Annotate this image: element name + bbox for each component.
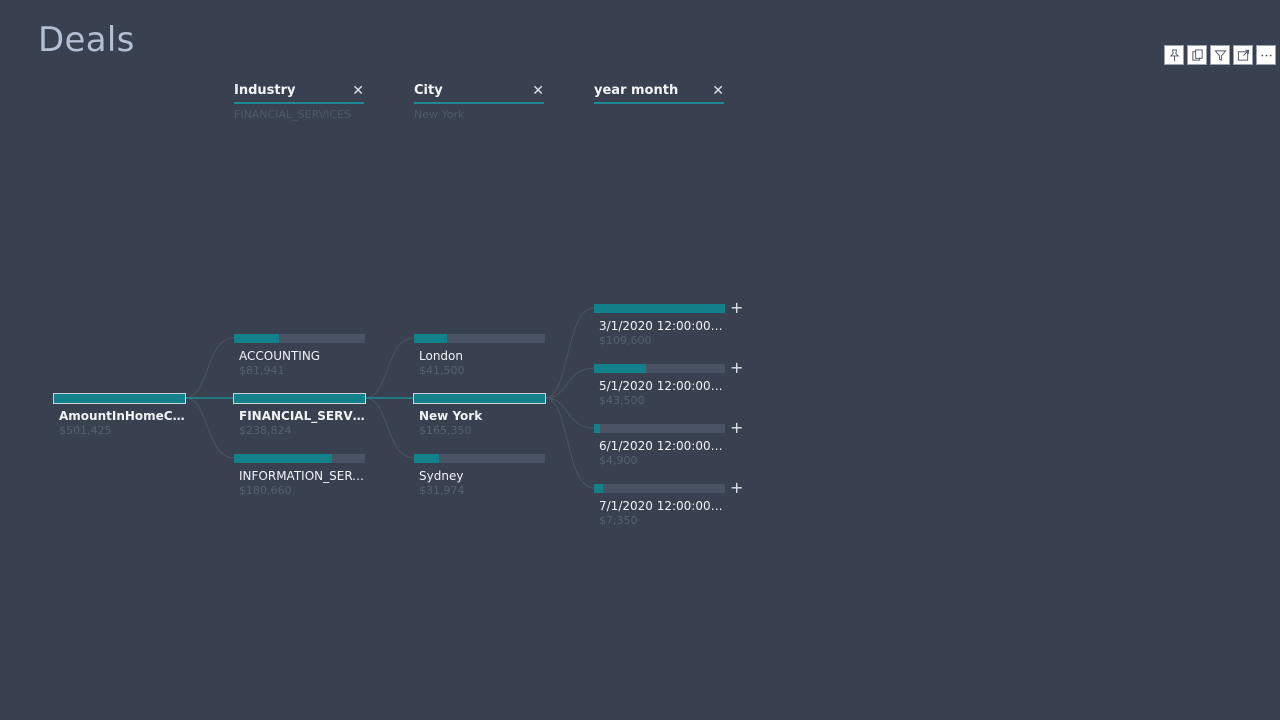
node-label: ACCOUNTING [239,349,321,363]
pin-icon[interactable] [1164,45,1184,65]
expand-plus-icon[interactable]: + [730,418,744,437]
node-value: $43,500 [599,394,645,407]
level-header-industry[interactable]: Industry ✕ [234,82,364,104]
tree-node-information-services[interactable]: INFORMATION_SERVI... $180,660 [234,454,365,497]
node-label: 5/1/2020 12:00:00 AM [599,379,725,393]
node-bar [53,393,186,404]
tree-node-month-2020-05[interactable]: 5/1/2020 12:00:00 AM $43,500 [594,364,725,407]
node-value: $180,660 [239,484,292,497]
node-label: 6/1/2020 12:00:00 AM [599,439,725,453]
tree-node-london[interactable]: London $41,500 [414,334,545,377]
expand-plus-icon[interactable]: + [730,298,744,317]
close-icon[interactable]: ✕ [712,83,724,99]
expand-plus-icon[interactable]: + [730,478,744,497]
node-label: AmountInHomeCurr... [59,409,185,423]
node-value: $4,900 [599,454,638,467]
node-value: $7,350 [599,514,638,527]
more-options-icon[interactable] [1256,45,1276,65]
copy-icon[interactable] [1187,45,1207,65]
level-header-city[interactable]: City ✕ [414,82,544,104]
level-name: year month [594,83,679,98]
node-bar [594,304,725,313]
tree-node-month-2020-07[interactable]: 7/1/2020 12:00:00 AM $7,350 [594,484,725,527]
close-icon[interactable]: ✕ [532,83,544,99]
node-value: $501,425 [59,424,112,437]
expand-plus-icon[interactable]: + [730,358,744,377]
level-name: Industry [234,83,296,98]
level-header-year-month[interactable]: year month ✕ [594,82,724,104]
node-bar [594,424,725,433]
tree-node-new-york[interactable]: New York $165,350 [413,393,546,437]
tree-node-month-2020-03[interactable]: 3/1/2020 12:00:00 AM $109,600 [594,304,725,347]
node-value: $31,974 [419,484,465,497]
level-name: City [414,83,443,98]
visual-toolbar [1164,45,1276,65]
filter-icon[interactable] [1210,45,1230,65]
node-label: Sydney [419,469,464,483]
tree-node-financial-services[interactable]: FINANCIAL_SERVICES $238,824 [233,393,366,437]
tree-node-month-2020-06[interactable]: 6/1/2020 12:00:00 AM $4,900 [594,424,725,467]
node-value: $81,941 [239,364,285,377]
node-bar [233,393,366,404]
node-label: INFORMATION_SERVI... [239,469,365,483]
node-label: New York [419,409,483,423]
tree-node-accounting[interactable]: ACCOUNTING $81,941 [234,334,365,377]
node-label: 3/1/2020 12:00:00 AM [599,319,725,333]
node-value: $41,500 [419,364,465,377]
node-bar [594,364,725,373]
focus-mode-icon[interactable] [1233,45,1253,65]
node-bar [234,334,365,343]
node-label: 7/1/2020 12:00:00 AM [599,499,725,513]
node-bar [414,454,545,463]
level-selection: New York [414,108,465,121]
page-title: Deals [38,20,135,60]
node-bar [413,393,546,404]
node-bar [234,454,365,463]
tree-node-sydney[interactable]: Sydney $31,974 [414,454,545,497]
node-value: $165,350 [419,424,472,437]
node-bar [594,484,725,493]
node-value: $238,824 [239,424,292,437]
node-label: London [419,349,463,363]
root-node[interactable]: AmountInHomeCurr... $501,425 [53,393,186,437]
level-selection: FINANCIAL_SERVICES [234,108,351,121]
close-icon[interactable]: ✕ [352,83,364,99]
node-label: FINANCIAL_SERVICES [239,409,365,423]
node-bar [414,334,545,343]
node-value: $109,600 [599,334,652,347]
